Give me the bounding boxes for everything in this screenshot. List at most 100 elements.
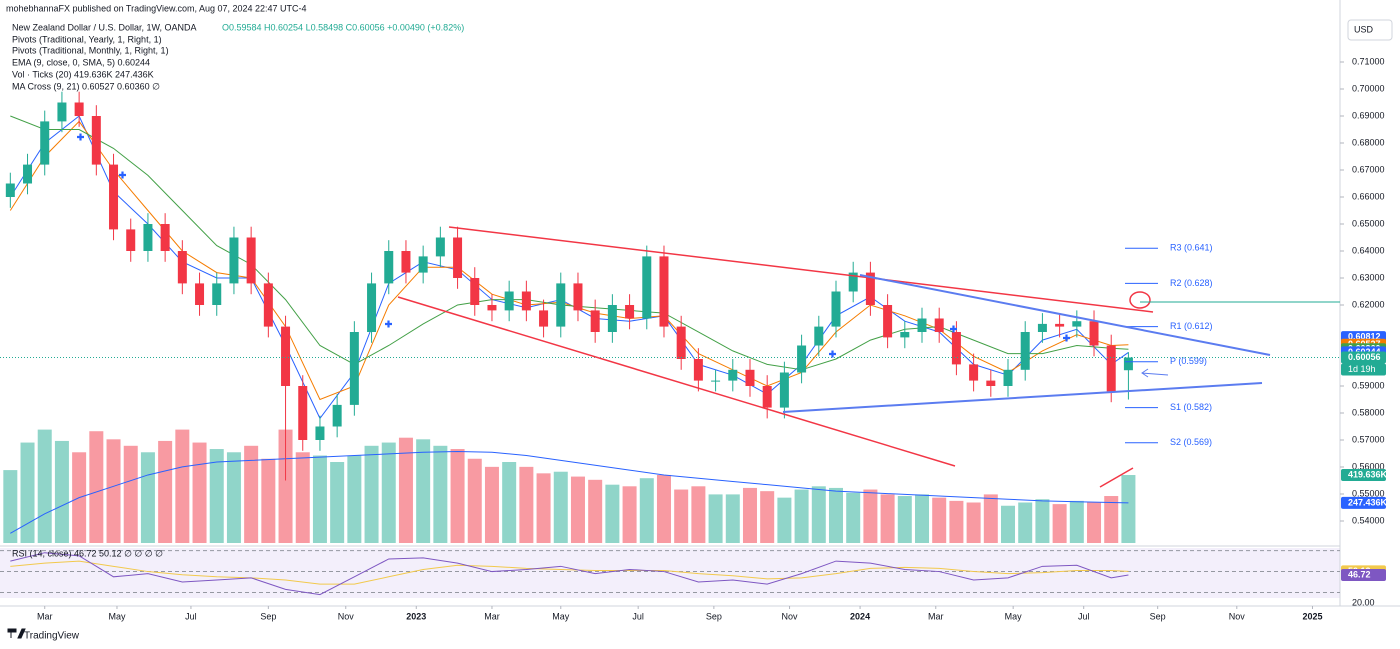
y-tick-label: 0.64000 xyxy=(1352,245,1385,255)
volume-bar xyxy=(519,466,534,543)
candle-body xyxy=(625,304,635,319)
x-tick-label: 2025 xyxy=(1302,611,1322,621)
volume-bar xyxy=(20,442,35,543)
volume-bar xyxy=(1052,504,1067,543)
y-tick-label: 0.63000 xyxy=(1352,272,1385,282)
volume-bar xyxy=(828,487,843,543)
candle-body xyxy=(831,291,841,327)
volume-bar xyxy=(226,452,241,543)
candle-body xyxy=(917,318,927,332)
volume-bar xyxy=(966,502,981,543)
rsi-line xyxy=(10,552,1129,596)
volume-bar xyxy=(880,494,895,543)
candle-body xyxy=(470,277,480,305)
candle-body xyxy=(814,326,824,346)
candle-body xyxy=(349,331,359,405)
volume-bar xyxy=(261,458,276,543)
volume-bar xyxy=(123,445,138,543)
candle-body xyxy=(195,283,205,305)
candle-body xyxy=(57,102,67,122)
x-tick-label: Mar xyxy=(37,611,53,621)
candle-body xyxy=(5,183,15,197)
currency-box xyxy=(1347,19,1393,41)
candle-body xyxy=(126,229,136,251)
y-tick-label: 0.57000 xyxy=(1352,434,1385,444)
volume-bar xyxy=(312,455,327,543)
candle-body xyxy=(109,164,119,230)
volume-bar xyxy=(605,484,620,543)
pivot-label: S1 (0.582) xyxy=(1170,402,1212,412)
axis-badge-label: 0.60056 xyxy=(1348,352,1381,362)
legend-entry: Pivots (Traditional, Yearly, 1, Right, 1… xyxy=(12,34,162,44)
volume-bar xyxy=(1001,505,1016,543)
candle-body xyxy=(1072,321,1082,327)
legend-entry: MA Cross (9, 21) 0.60527 0.60360 ∅ xyxy=(12,81,160,91)
volume-bar xyxy=(37,429,52,543)
candle-body xyxy=(23,164,33,184)
volume-bar xyxy=(192,442,207,543)
candle-body xyxy=(1089,321,1099,346)
candle-body xyxy=(556,283,566,327)
candle-body xyxy=(521,291,531,311)
axis-badge xyxy=(1341,496,1386,509)
currency: USD xyxy=(1354,24,1374,34)
volume-bar xyxy=(742,487,757,543)
ellipse xyxy=(1129,291,1151,309)
axis-badge-label: 247.436K xyxy=(1348,497,1388,507)
volume-bar xyxy=(484,466,499,543)
candle-body xyxy=(865,272,875,305)
volume-bar xyxy=(1035,499,1050,543)
volume-bar xyxy=(1121,475,1136,543)
candle-body xyxy=(745,369,755,386)
x-tick-label: Sep xyxy=(260,611,276,621)
volume-bar xyxy=(570,476,585,543)
axis-badge xyxy=(1341,351,1386,364)
volume-bar xyxy=(674,489,689,543)
x-tick-label: 2024 xyxy=(850,611,870,621)
candle-body xyxy=(797,345,807,373)
x-tick-label: 2023 xyxy=(406,611,426,621)
candle-body xyxy=(504,291,514,311)
x-tick-label: Sep xyxy=(706,611,722,621)
candle-body xyxy=(246,237,256,284)
candle-body xyxy=(298,385,308,440)
drawings xyxy=(397,226,1340,488)
volume-bar xyxy=(433,445,448,543)
x-tick-label: Nov xyxy=(1229,611,1246,621)
volume-bar xyxy=(158,440,173,543)
candle-body xyxy=(487,304,497,311)
volume-bar xyxy=(244,445,259,543)
candle-body xyxy=(1123,357,1133,371)
candle-body xyxy=(951,331,961,365)
candle-body xyxy=(160,223,170,251)
y-tick-label: 0.70000 xyxy=(1352,83,1385,93)
volume-bar xyxy=(106,439,121,543)
volume-bar xyxy=(656,474,671,543)
volume-bar xyxy=(89,431,104,543)
candle-body xyxy=(74,102,84,117)
candle-body xyxy=(711,380,721,382)
candle-body xyxy=(143,223,153,251)
volume-bar xyxy=(897,496,912,543)
rsi-tick-label: 20.00 xyxy=(1352,597,1375,607)
volume-bar xyxy=(760,491,775,543)
candle-body xyxy=(229,237,239,284)
candle-body xyxy=(728,369,738,381)
volume-bar xyxy=(708,494,723,543)
rsi-title: RSI (14, close) 46.72 50.12 ∅ ∅ ∅ ∅ xyxy=(12,548,163,558)
x-tick-label: Sep xyxy=(1150,611,1166,621)
volume-bar xyxy=(949,500,964,543)
trendline xyxy=(397,296,956,467)
x-tick-label: Jul xyxy=(1078,611,1090,621)
pivot-label: R1 (0.612) xyxy=(1170,321,1213,331)
volume-bar xyxy=(639,478,654,543)
candle-body xyxy=(177,250,187,284)
candle-body xyxy=(539,310,549,327)
candle-body xyxy=(848,272,858,292)
y-tick-label: 0.56000 xyxy=(1352,461,1385,471)
volume-bar xyxy=(932,497,947,543)
cross-markers xyxy=(77,133,1070,358)
y-tick-label: 0.65000 xyxy=(1352,218,1385,228)
